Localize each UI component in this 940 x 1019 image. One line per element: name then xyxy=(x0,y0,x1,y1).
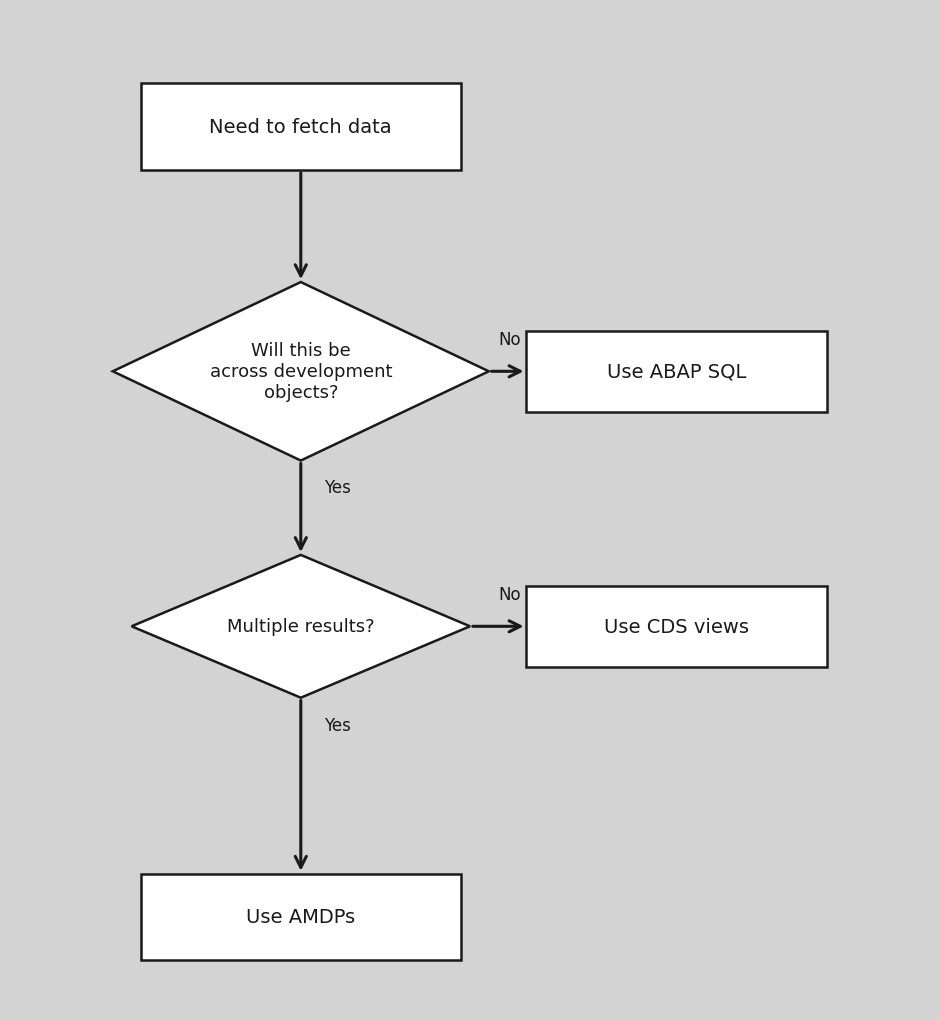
Text: Need to fetch data: Need to fetch data xyxy=(210,118,392,137)
Polygon shape xyxy=(132,555,470,698)
Text: Yes: Yes xyxy=(324,716,352,735)
Polygon shape xyxy=(113,282,489,461)
FancyBboxPatch shape xyxy=(526,586,827,667)
Text: No: No xyxy=(498,585,521,603)
Text: Use ABAP SQL: Use ABAP SQL xyxy=(607,363,746,381)
Text: Use AMDPs: Use AMDPs xyxy=(246,908,355,926)
Text: Yes: Yes xyxy=(324,478,352,496)
FancyBboxPatch shape xyxy=(141,873,461,960)
FancyBboxPatch shape xyxy=(526,331,827,413)
FancyBboxPatch shape xyxy=(141,84,461,170)
Text: Will this be
across development
objects?: Will this be across development objects? xyxy=(210,342,392,401)
Text: Use CDS views: Use CDS views xyxy=(604,618,749,636)
Text: Multiple results?: Multiple results? xyxy=(227,618,375,636)
Text: No: No xyxy=(498,330,521,348)
